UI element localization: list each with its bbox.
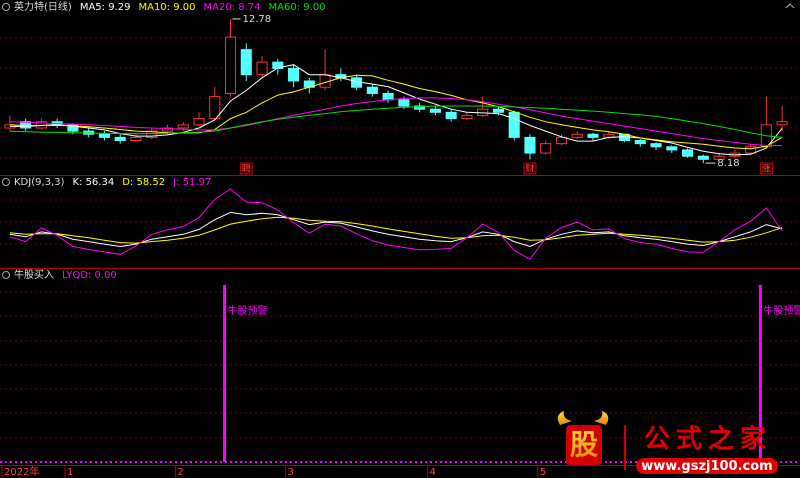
candle-body	[492, 108, 504, 113]
annotation: 12.78	[243, 14, 272, 25]
line-series	[9, 216, 783, 244]
event-marker: 财	[525, 163, 534, 175]
panel-icon	[2, 3, 10, 11]
candle-body	[288, 67, 300, 82]
logo-box	[566, 425, 602, 465]
candle-body	[524, 136, 536, 154]
x-tick-label: 2	[177, 467, 183, 478]
candle-body	[650, 143, 662, 148]
event-marker-box	[523, 162, 537, 175]
panel-title: KDJ(9,3,3)	[14, 177, 65, 188]
x-tick-label: 2022年	[4, 465, 39, 478]
candle-body	[445, 111, 457, 120]
signal-label: 牛股预警	[228, 304, 268, 317]
line-series	[9, 97, 783, 146]
site-url: www.gszj100.com	[641, 459, 772, 474]
candle-body	[745, 146, 757, 154]
logo-text: 股	[570, 428, 598, 461]
candle-body	[587, 133, 599, 138]
annotation: 8.18	[717, 158, 739, 169]
candle-body	[398, 99, 410, 107]
candle-body	[130, 136, 142, 142]
signal-bar	[223, 285, 227, 462]
panel-title: 牛股买入	[14, 268, 54, 281]
signal-bar	[758, 285, 762, 462]
line-series	[9, 105, 783, 138]
site-name: 公式之家	[644, 424, 772, 455]
watermark: 股 公式之家 www.gszj100.com	[557, 411, 778, 474]
candle-body	[366, 86, 378, 94]
candle-body	[272, 61, 284, 69]
candle-body	[776, 121, 788, 126]
candle-body	[256, 61, 268, 76]
legend-entry: K: 56.34	[72, 177, 114, 188]
candle-body	[382, 93, 394, 101]
candle-body	[114, 136, 126, 142]
event-marker-box	[239, 162, 253, 175]
candle-body	[697, 155, 709, 160]
candle-body	[571, 133, 583, 138]
line-series	[9, 188, 783, 260]
legend-entry: D: 58.52	[122, 177, 165, 188]
x-tick-label: 4	[430, 467, 436, 478]
grid	[0, 37, 800, 439]
event-marker: 聘	[242, 163, 251, 175]
candle-body	[508, 111, 520, 138]
candle-body	[177, 124, 189, 129]
panel-icon	[2, 178, 10, 186]
candle-body	[67, 124, 79, 132]
x-tick-label: 1	[67, 467, 73, 478]
candle-body	[666, 146, 678, 151]
candle-body	[713, 155, 725, 160]
candle-body	[429, 108, 441, 113]
candle-body	[682, 149, 694, 157]
url-box	[636, 458, 778, 474]
panel-title: 英力特(日线)	[14, 0, 72, 13]
legend-entry: MA5: 9.29	[80, 2, 131, 13]
event-marker-box	[759, 162, 773, 175]
x-tick-label: 3	[288, 467, 294, 478]
candle-body	[240, 49, 252, 76]
candle-body	[555, 136, 568, 145]
x-tick-label: 5	[540, 467, 546, 478]
candle-body	[540, 143, 552, 154]
event-marker: 涨	[762, 164, 771, 175]
candle-body	[414, 105, 426, 110]
candle-body	[98, 133, 110, 138]
candle-body	[634, 140, 646, 145]
candle-body	[146, 130, 158, 138]
candle-body	[161, 127, 174, 132]
logo-horns	[557, 411, 609, 425]
legend-entry: J: 51.97	[172, 177, 211, 188]
legend-entry: MA60: 9.00	[269, 2, 326, 13]
legend-entry: MA10: 9.00	[138, 2, 195, 13]
panel-icon	[2, 271, 10, 279]
signal-label: 牛股预警	[763, 304, 800, 317]
candle-body	[224, 36, 237, 94]
line-series	[9, 74, 783, 150]
candle-body	[461, 114, 473, 120]
candle-body	[193, 118, 205, 126]
legend-entry: LYQD: 0.00	[62, 270, 117, 281]
candle-body	[209, 96, 221, 120]
legend-entry: MA20: 8.74	[203, 2, 260, 13]
collapse-icon[interactable]	[785, 3, 795, 9]
